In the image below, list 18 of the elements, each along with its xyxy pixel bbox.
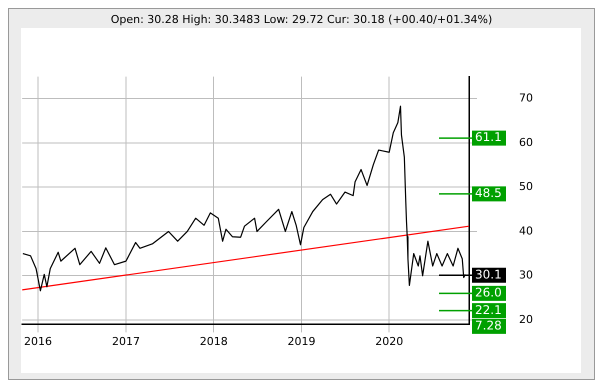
x-tick-label: 2016 [24, 334, 52, 348]
ref-line-label: 61.1 [475, 130, 502, 144]
text: 7.28 [475, 318, 502, 333]
chart-subtitle: Open: 30.28 High: 30.3483 Low: 29.72 Cur: 30.18 (+00.40/+01.34%) [110, 13, 494, 26]
x-tick-label: 2020 [375, 334, 404, 348]
y-tick-label: 60 [519, 136, 534, 149]
y-tick-label: 70 [519, 92, 534, 105]
x-tick-label: 2018 [200, 334, 228, 348]
ref-line-label: 22.1 [475, 302, 502, 317]
ref-line-label: 26.0 [475, 286, 502, 300]
y-tick-label: 30 [519, 268, 534, 282]
ref-line-label: 48.5 [475, 186, 502, 200]
ref-line-label: 30.1 [475, 267, 502, 282]
y-tick-label: 50 [519, 180, 534, 194]
x-tick-label: 2017 [112, 334, 140, 348]
x-tick-label: 2019 [287, 334, 316, 348]
y-tick-label: 20 [519, 312, 534, 326]
y-tick-label: 40 [519, 224, 534, 238]
